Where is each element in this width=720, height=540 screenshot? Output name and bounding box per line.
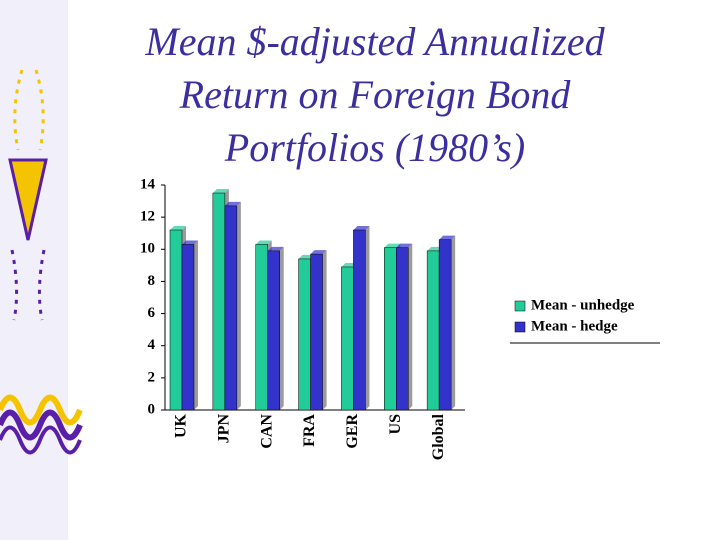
legend-label: Mean - unhedge [531,297,635,313]
y-tick-label: 10 [140,241,155,257]
bar-top [170,226,186,230]
bar-top [212,189,229,194]
legend-swatch [514,300,526,312]
bar [181,244,195,411]
y-tick-label: 0 [148,401,156,417]
bar-top [384,243,401,248]
bar-top [310,250,327,255]
bar-top [353,226,370,230]
bar [224,205,238,411]
bar [267,250,280,411]
x-tick-label: UK [173,413,190,438]
x-tick-label: GER [344,414,361,449]
bar-side [365,226,370,410]
chart-title: Mean $-adjusted Annualized Return on Fore… [144,19,605,170]
bar-side [322,250,327,410]
x-tick-label: FRA [301,414,318,447]
bar [426,250,440,411]
x-tick-label: US [387,414,404,435]
side-strip [0,0,68,540]
bar [438,239,452,411]
bar-side [236,201,241,410]
bar [255,244,268,411]
bar [396,247,409,411]
bar [169,229,183,411]
decoration [0,69,83,455]
bar-top [396,243,413,248]
bar-top [439,235,456,240]
bar [384,247,397,411]
bar [310,253,323,411]
y-tick-label: 8 [148,273,156,289]
bar [353,229,366,411]
bar-side [408,243,413,410]
y-tick-label: 12 [140,209,155,225]
legend-label: Mean - hedge [531,318,618,334]
y-tick-label: 14 [140,176,156,192]
bar-top [255,240,272,245]
x-tick-label: JPN [216,414,233,444]
bar-side [451,235,456,410]
y-tick-label: 6 [148,305,156,321]
bar-top [182,240,198,245]
bar [341,266,354,411]
bar-top [267,246,284,251]
legend-swatch [514,321,526,333]
x-tick-label: Global [430,413,447,460]
y-tick-label: 2 [148,369,156,385]
bar-side [279,246,284,410]
bar [212,192,226,411]
bar-side [194,240,198,410]
bar [298,258,311,411]
y-tick-label: 4 [148,337,156,353]
x-tick-label: CAN [258,414,275,449]
bar-top [224,201,241,206]
